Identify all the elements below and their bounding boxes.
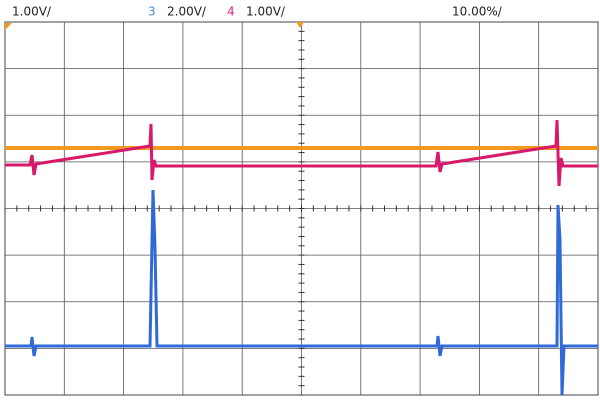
ch3-scale: 2.00V/	[167, 5, 207, 19]
ch1-scale: 1.00V/	[12, 5, 52, 19]
ch3-label: 3	[148, 5, 156, 19]
trigger-position-marker	[296, 22, 304, 28]
graticule	[4, 21, 599, 396]
ch4-trace	[5, 119, 598, 187]
ch4-label: 4	[227, 5, 235, 19]
ch3-trace	[5, 189, 598, 396]
trigger-level-marker	[5, 23, 12, 30]
traces	[5, 119, 598, 396]
ch4-scale: 1.00V/	[246, 5, 286, 19]
timebase: 10.00%/	[452, 5, 503, 19]
